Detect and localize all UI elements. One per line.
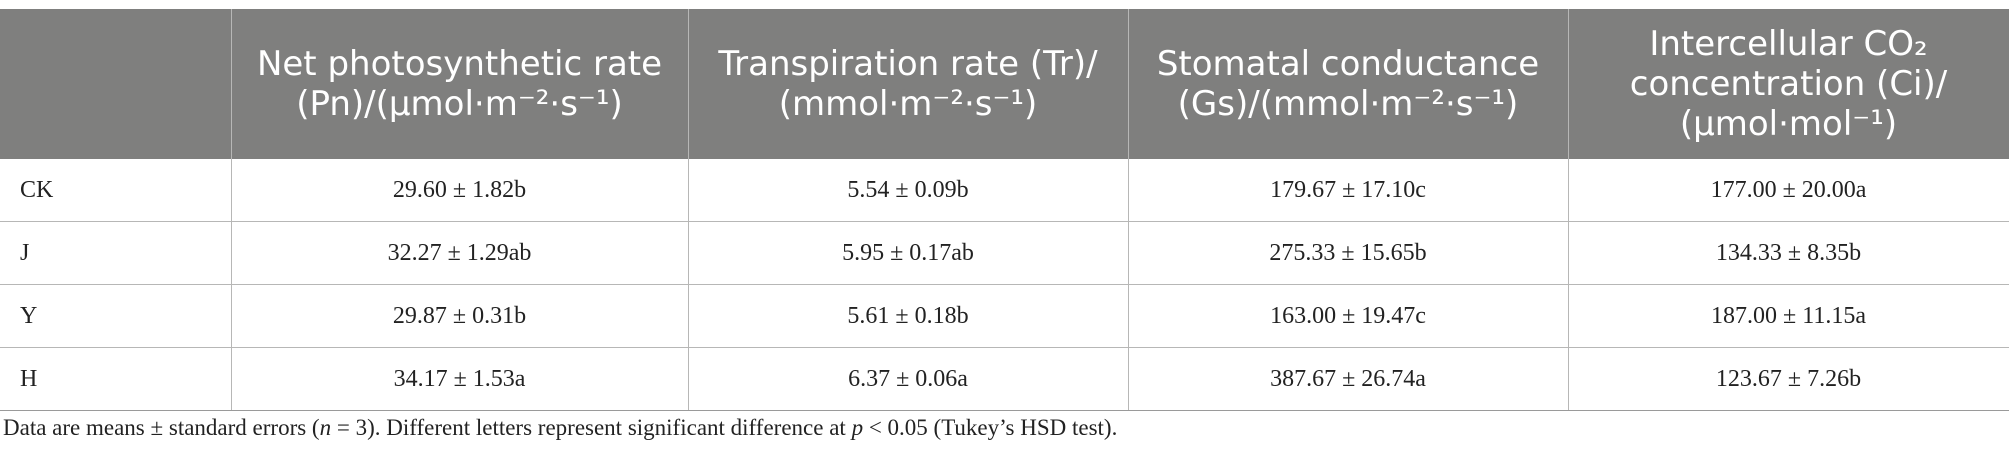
footnote-variable-n: n: [319, 415, 332, 440]
header-line: Stomatal conductance: [1156, 44, 1540, 84]
table-row: H 34.17 ± 1.53a 6.37 ± 0.06a 387.67 ± 26…: [0, 347, 2009, 411]
header-cell-ci: Intercellular CO₂ concentration (Ci)/ (μ…: [1567, 9, 2009, 159]
header-line: (μmol·mol⁻¹): [1679, 104, 1898, 144]
table-cell: 5.61 ± 0.18b: [687, 284, 1129, 348]
header-line: (Gs)/(mmol·m⁻²·s⁻¹): [1177, 84, 1519, 124]
table-cell: 163.00 ± 19.47c: [1127, 284, 1569, 348]
header-cell-pn: Net photosynthetic rate (Pn)/(μmol·m⁻²·s…: [230, 9, 689, 159]
table-cell: 387.67 ± 26.74a: [1127, 347, 1569, 411]
table-cell: 275.33 ± 15.65b: [1127, 221, 1569, 285]
row-label: H: [0, 347, 232, 411]
header-cell-treatment: [0, 9, 232, 159]
footnote-text: < 0.05 (Tukey’s HSD test).: [863, 415, 1118, 440]
footnote-variable-p: p: [851, 415, 864, 440]
footnote-text: Data are means ± standard errors (: [3, 415, 320, 440]
table-cell: 34.17 ± 1.53a: [230, 347, 689, 411]
data-table-container: Net photosynthetic rate (Pn)/(μmol·m⁻²·s…: [0, 9, 2009, 411]
table-cell: 29.87 ± 0.31b: [230, 284, 689, 348]
table-footnote: Data are means ± standard errors (n = 3)…: [3, 415, 1117, 441]
header-line: concentration (Ci)/: [1629, 64, 1948, 104]
header-line: Transpiration rate (Tr)/: [718, 44, 1098, 84]
row-label: Y: [0, 284, 232, 348]
table-row: CK 29.60 ± 1.82b 5.54 ± 0.09b 179.67 ± 1…: [0, 159, 2009, 222]
table-cell: 5.95 ± 0.17ab: [687, 221, 1129, 285]
header-line: (Pn)/(μmol·m⁻²·s⁻¹): [296, 84, 623, 124]
table-cell: 187.00 ± 11.15a: [1567, 284, 2009, 348]
row-label: J: [0, 221, 232, 285]
table-cell: 123.67 ± 7.26b: [1567, 347, 2009, 411]
table-cell: 177.00 ± 20.00a: [1567, 159, 2009, 222]
header-row: Net photosynthetic rate (Pn)/(μmol·m⁻²·s…: [0, 9, 2009, 159]
header-cell-tr: Transpiration rate (Tr)/ (mmol·m⁻²·s⁻¹): [687, 9, 1129, 159]
header-cell-gs: Stomatal conductance (Gs)/(mmol·m⁻²·s⁻¹): [1127, 9, 1569, 159]
header-line: (mmol·m⁻²·s⁻¹): [778, 84, 1038, 124]
table-cell: 5.54 ± 0.09b: [687, 159, 1129, 222]
table-cell: 179.67 ± 17.10c: [1127, 159, 1569, 222]
footnote-text: = 3). Different letters represent signif…: [331, 415, 852, 440]
photosynthesis-table: Net photosynthetic rate (Pn)/(μmol·m⁻²·s…: [0, 9, 2009, 411]
header-line: Net photosynthetic rate: [256, 44, 663, 84]
table-row: Y 29.87 ± 0.31b 5.61 ± 0.18b 163.00 ± 19…: [0, 284, 2009, 348]
table-cell: 29.60 ± 1.82b: [230, 159, 689, 222]
table-row: J 32.27 ± 1.29ab 5.95 ± 0.17ab 275.33 ± …: [0, 221, 2009, 285]
table-cell: 32.27 ± 1.29ab: [230, 221, 689, 285]
header-line: Intercellular CO₂: [1649, 24, 1928, 64]
row-label: CK: [0, 159, 232, 222]
table-cell: 6.37 ± 0.06a: [687, 347, 1129, 411]
table-cell: 134.33 ± 8.35b: [1567, 221, 2009, 285]
